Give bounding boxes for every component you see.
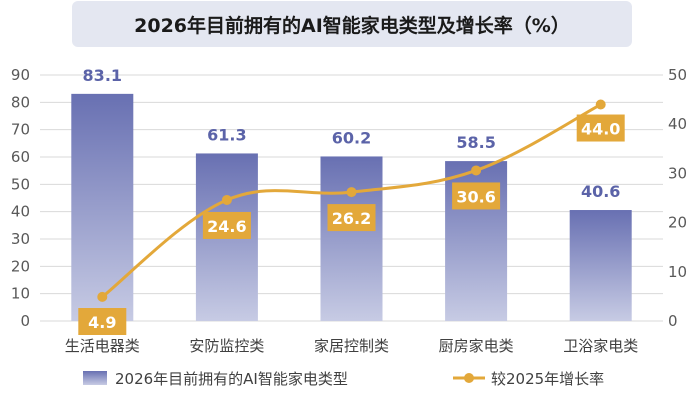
left-tick-label: 10 <box>11 285 30 303</box>
legend: 2026年目前拥有的AI智能家电类型 较2025年增长率 <box>83 370 604 388</box>
right-tick-label: 40 <box>668 115 687 133</box>
growth-point <box>595 99 606 110</box>
bar <box>320 156 383 321</box>
legend-line-label: 较2025年增长率 <box>491 370 604 388</box>
left-tick-label: 70 <box>11 121 30 139</box>
right-tick-label: 20 <box>668 214 687 232</box>
left-tick-label: 30 <box>11 230 30 248</box>
growth-point <box>97 291 108 302</box>
growth-value-label: 26.2 <box>332 209 371 228</box>
growth-value-label: 30.6 <box>456 187 495 206</box>
category-label: 厨房家电类 <box>439 337 514 355</box>
growth-value-labels: 4.9 24.6 26.2 30.6 44.0 <box>78 114 625 335</box>
growth-label-box <box>327 204 376 232</box>
bar-value-label: 61.3 <box>207 125 246 144</box>
bar <box>71 93 134 321</box>
left-y-axis: 0 10 20 30 40 50 60 70 80 90 <box>11 66 30 330</box>
growth-point <box>471 165 482 176</box>
growth-value-label: 44.0 <box>581 120 620 139</box>
bar-value-label: 83.1 <box>83 66 122 85</box>
category-label: 卫浴家电类 <box>563 337 638 355</box>
left-tick-label: 50 <box>11 175 30 193</box>
legend-line-marker <box>464 373 474 383</box>
right-tick-label: 0 <box>668 312 678 330</box>
bar-value-label: 60.2 <box>332 128 371 147</box>
growth-label-box <box>576 114 625 142</box>
category-label: 生活电器类 <box>65 337 140 355</box>
left-tick-label: 80 <box>11 93 30 111</box>
category-label: 家居控制类 <box>314 337 389 355</box>
left-tick-label: 20 <box>11 257 30 275</box>
x-axis-categories: 生活电器类 安防监控类 家居控制类 厨房家电类 卫浴家电类 <box>65 337 638 355</box>
left-tick-label: 90 <box>11 66 30 84</box>
bar-value-label: 40.6 <box>581 182 620 201</box>
growth-point <box>221 194 232 205</box>
bar-value-labels: 83.1 61.3 60.2 58.5 40.6 <box>83 66 621 201</box>
category-label: 安防监控类 <box>189 337 264 355</box>
bar <box>569 210 632 321</box>
growth-label-box <box>452 182 501 210</box>
right-tick-label: 10 <box>668 263 687 281</box>
chart-title: 2026年目前拥有的AI智能家电类型及增长率（%） <box>72 1 632 47</box>
right-tick-label: 30 <box>668 164 687 182</box>
left-tick-label: 40 <box>11 203 30 221</box>
growth-value-label: 4.9 <box>88 313 116 332</box>
bar-value-label: 58.5 <box>456 133 495 152</box>
growth-label-box <box>78 308 127 335</box>
growth-line-series <box>97 99 606 302</box>
growth-value-label: 24.6 <box>207 217 246 236</box>
legend-bar-swatch <box>83 371 107 385</box>
growth-point <box>346 187 357 198</box>
right-y-axis: 0 10 20 30 40 50 <box>668 66 687 330</box>
legend-bar-label: 2026年目前拥有的AI智能家电类型 <box>115 370 348 388</box>
left-tick-label: 0 <box>20 312 30 330</box>
right-tick-label: 50 <box>668 66 687 84</box>
growth-label-box <box>202 211 251 239</box>
left-tick-label: 60 <box>11 148 30 166</box>
